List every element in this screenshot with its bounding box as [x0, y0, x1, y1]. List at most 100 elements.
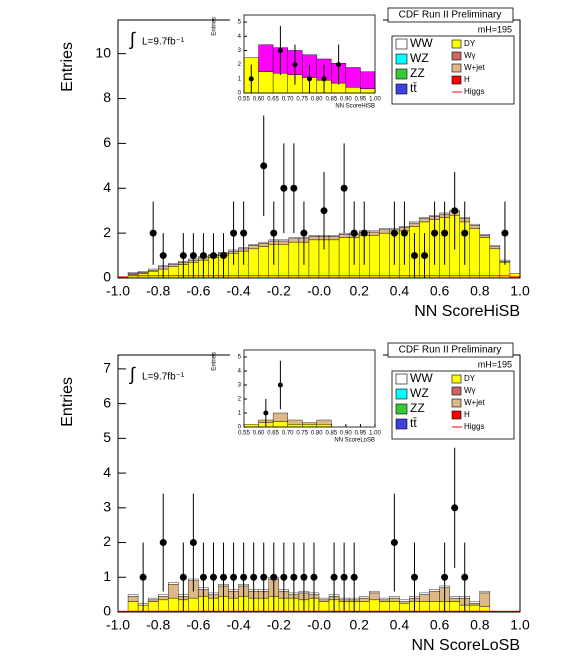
mass: mH=195: [478, 24, 512, 34]
bar-segment: [127, 272, 139, 274]
bar-segment: [278, 244, 290, 279]
bar-segment: [479, 237, 491, 279]
bar-segment: [243, 424, 259, 428]
bar-segment: [419, 592, 430, 595]
data-point: [189, 252, 197, 260]
data-point: [431, 229, 439, 237]
mass: mH=195: [478, 359, 512, 369]
x-tick-label: 0.2: [349, 283, 369, 299]
bar-segment: [469, 223, 481, 226]
bar-segment: [360, 88, 376, 94]
bar-segment: [419, 218, 430, 223]
data-point: [277, 47, 283, 53]
y-tick-label: 0: [103, 603, 111, 619]
data-point: [307, 76, 312, 82]
x-tick-label: -0.6: [186, 617, 210, 633]
data-point: [277, 382, 283, 388]
bar-segment: [328, 239, 340, 279]
experiment: CDF Run II Preliminary: [399, 10, 502, 21]
bar-segment: [389, 601, 400, 613]
bar-segment: [318, 601, 330, 613]
bar-segment: [308, 239, 320, 279]
data-point: [461, 573, 469, 581]
data-point: [179, 252, 187, 260]
bar-segment: [345, 67, 361, 88]
bar-segment: [147, 271, 159, 279]
inset-y-label: Entries: [212, 17, 218, 36]
x-axis-label: NN ScoreHiSB: [414, 303, 520, 320]
bar-segment: [359, 597, 370, 602]
bar-segment: [449, 601, 460, 613]
y-tick-label: 5: [238, 20, 242, 26]
x-tick-label: 0.65: [267, 431, 279, 437]
data-point: [149, 229, 157, 237]
bar-segment: [287, 419, 303, 425]
legend-swatch: [451, 63, 462, 73]
bar-segment: [157, 599, 169, 613]
bar-segment: [360, 71, 376, 89]
x-tick-label: 0.95: [355, 431, 367, 437]
bar-segment: [369, 599, 380, 613]
data-point: [501, 229, 509, 237]
bar-segment: [316, 424, 332, 428]
legend-label: ZZ: [410, 401, 425, 415]
data-point: [321, 76, 327, 82]
x-tick-label: 0.70: [282, 97, 294, 103]
legend-label: WZ: [410, 386, 429, 400]
legend-swatch: [395, 403, 408, 415]
bar-segment: [379, 232, 390, 279]
bar-segment: [272, 412, 288, 422]
x-tick-label: -0.2: [267, 283, 291, 299]
bar-segment: [188, 597, 199, 613]
bar-segment: [318, 597, 330, 601]
bar-segment: [258, 241, 269, 244]
bar-segment: [479, 235, 491, 238]
data-point: [300, 573, 308, 581]
bar-segment: [288, 237, 300, 239]
x-tick-label: 0.65: [267, 97, 279, 103]
bar-segment: [389, 596, 400, 599]
x-tick-label: 0.85: [325, 97, 337, 103]
data-point: [310, 573, 318, 581]
bar-segment: [168, 263, 179, 265]
x-tick-label: -0.4: [227, 617, 251, 633]
data-point: [330, 573, 338, 581]
x-tick-label: 0.6: [430, 617, 450, 633]
header-box: [387, 7, 514, 23]
bar-segment: [258, 44, 274, 72]
x-tick-label: 0.60: [253, 97, 265, 103]
legend-label: W+jet: [464, 63, 485, 72]
data-point: [248, 76, 254, 82]
legend-label: WZ: [410, 51, 429, 65]
data-point: [209, 573, 217, 581]
bar-segment: [369, 230, 380, 233]
bar-segment: [308, 235, 320, 237]
data-point: [290, 184, 298, 192]
bar-segment: [469, 601, 481, 604]
legend-label: DY: [464, 374, 476, 383]
data-point: [410, 573, 418, 581]
x-tick-label: 0.90: [340, 431, 352, 437]
bar-segment: [316, 419, 332, 425]
bar-segment: [369, 235, 380, 279]
x-tick-label: 0.8: [470, 617, 490, 633]
bar-segment: [379, 228, 390, 230]
y-axis-label: Entries: [59, 42, 76, 92]
bar-segment: [429, 601, 440, 613]
x-tick-label: -1.0: [106, 283, 130, 299]
data-point: [230, 229, 238, 237]
bar-segment: [328, 235, 340, 237]
legend-label: H: [464, 410, 470, 419]
data-point: [230, 573, 238, 581]
x-tick-label: -0.6: [186, 283, 210, 299]
y-tick-label: 8: [103, 89, 111, 105]
bar-segment: [308, 236, 320, 241]
y-tick-label: 1: [103, 568, 111, 584]
data-point: [410, 252, 418, 260]
data-point: [441, 229, 449, 237]
x-tick-label: 0.60: [253, 431, 265, 437]
bar-segment: [419, 601, 430, 613]
bar-segment: [338, 232, 350, 235]
data-point: [451, 504, 459, 512]
bar-segment: [168, 584, 179, 599]
